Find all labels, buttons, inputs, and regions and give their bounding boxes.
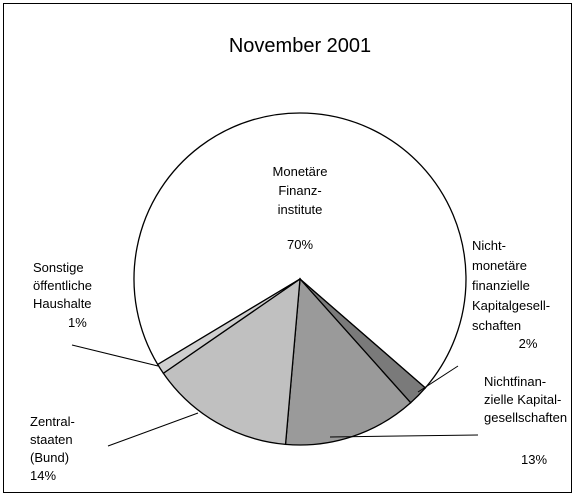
pie-slice (156, 278, 301, 375)
slice-label: Nichtfinan-zielle Kapital-gesellschaften (484, 374, 567, 425)
pie-slice (133, 112, 467, 389)
leader-line (329, 434, 479, 438)
slice-label: Monetäre Finanz-institute (273, 164, 328, 217)
value-label: 70% (287, 237, 313, 252)
value-label: 1% (68, 315, 87, 330)
slice-label: Nicht-monetäre finanzielle Kapitalgesell-s… (472, 238, 550, 333)
chart-title: November 2001 (229, 35, 371, 57)
leader-line (107, 412, 199, 447)
leader-line (71, 344, 159, 367)
slice-label: Sonstige öffentliche Haushalte (33, 260, 92, 311)
slice-label: Zentral-staaten (Bund) (30, 414, 75, 465)
value-label: 2% (519, 336, 538, 351)
leader-line (417, 365, 459, 393)
pie-slice (162, 277, 301, 446)
value-label: 13% (521, 452, 547, 467)
value-label: 14% (30, 468, 56, 483)
